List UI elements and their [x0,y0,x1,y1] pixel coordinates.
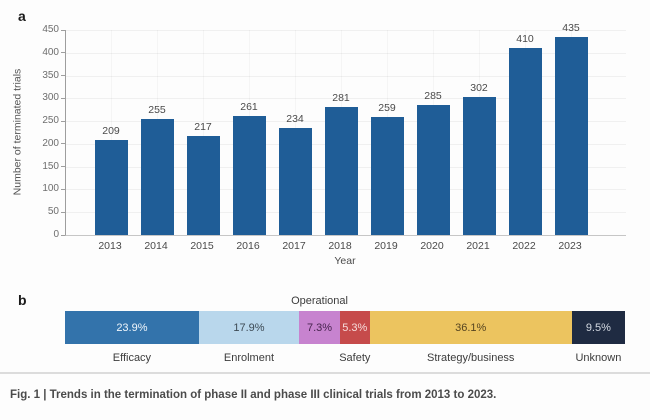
bar-2019 [370,117,404,235]
bar-value-label: 302 [470,82,488,94]
termination-reason-stacked-bar: 23.9% 17.9% 7.3% 5.3% 36.1% 9.5% [65,311,625,344]
segment-label-unknown: Unknown [575,352,622,364]
x-axis-tick-label: 2023 [558,240,582,252]
y-axis-title: Number of terminated trials [11,68,24,196]
y-axis-tick-label: 0 [53,229,59,240]
y-axis-tick-label: 50 [47,206,59,218]
bar-2013 [94,140,128,235]
bar-2017 [278,128,312,235]
bar-value-label: 259 [378,102,396,114]
bar-2018 [324,107,358,235]
y-axis-tick-label: 100 [42,183,59,195]
horizontal-gridline [66,52,626,54]
x-axis-tick-label: 2016 [236,240,260,252]
y-axis-tick-mark [61,52,65,54]
bar-value-label: 435 [562,22,580,34]
x-axis-tick-label: 2014 [144,240,168,252]
bar-value-label: 285 [424,90,442,102]
bar-value-label: 281 [332,92,350,104]
horizontal-gridline [66,30,626,31]
bar-2016 [232,116,266,235]
segment-efficacy: 23.9% [65,311,199,344]
panel-b-label: b [18,292,27,308]
y-axis-tick-mark [61,166,65,168]
x-axis-tick-label: 2013 [98,240,122,252]
segment-label-operational: Operational [291,295,348,307]
horizontal-gridline [66,75,626,77]
bar-2020 [416,105,450,235]
segment-operational: 7.3% [299,311,340,344]
bar-2021 [462,97,496,235]
bar-2015 [186,136,220,235]
segment-unknown: 9.5% [571,311,625,344]
y-axis-tick-label: 150 [42,160,59,172]
y-axis-tick-label: 350 [42,69,59,81]
x-axis-tick-label: 2021 [466,240,490,252]
figure-caption: Fig. 1 | Trends in the termination of ph… [10,389,497,401]
x-axis-tick-label: 2020 [420,240,444,252]
segment-safety: 5.3% [339,311,370,344]
x-axis-tick-label: 2017 [282,240,306,252]
panel-a-label: a [18,8,26,24]
bar-value-label: 261 [240,101,258,113]
bar-value-label: 255 [148,104,166,116]
x-axis-title: Year [334,255,356,267]
bar-2014 [140,119,174,235]
segment-label-safety: Safety [339,352,371,364]
y-axis-tick-label: 450 [42,24,59,35]
y-axis-tick-mark [61,29,65,31]
x-axis-tick-label: 2019 [374,240,398,252]
segment-label-strategy-business: Strategy/business [427,352,515,364]
y-axis-tick-mark [61,188,65,190]
bar-value-label: 209 [102,125,120,137]
y-axis-tick-label: 300 [42,92,59,104]
y-axis-tick-label: 200 [42,137,59,149]
bar-value-label: 234 [286,113,304,125]
y-axis-tick-mark [61,97,65,99]
bar-2023 [554,37,588,235]
horizontal-gridline [66,98,626,100]
bar-value-label: 410 [516,33,534,45]
y-axis-tick-mark [61,75,65,77]
y-axis-tick-mark [61,234,65,236]
y-axis-tick-mark [61,143,65,145]
segment-label-enrolment: Enrolment [223,352,275,364]
x-axis-tick-label: 2018 [328,240,352,252]
bar-value-label: 217 [194,121,212,133]
x-axis-tick-label: 2022 [512,240,536,252]
segment-label-efficacy: Efficacy [112,352,152,364]
x-axis-tick-label: 2015 [190,240,214,252]
y-axis-tick-mark [61,120,65,122]
figure-divider [0,372,650,374]
y-axis-tick-mark [61,211,65,213]
segment-enrolment: 17.9% [198,311,300,344]
y-axis-tick-label: 250 [42,115,59,127]
bar-chart-plot-area: 0 50 100 150 200 250 300 350 400 450 209 255 217 261 2… [42,22,626,240]
segment-strategy-business: 36.1% [369,311,572,344]
bar-2022 [508,48,542,235]
y-axis-tick-label: 400 [42,46,59,58]
